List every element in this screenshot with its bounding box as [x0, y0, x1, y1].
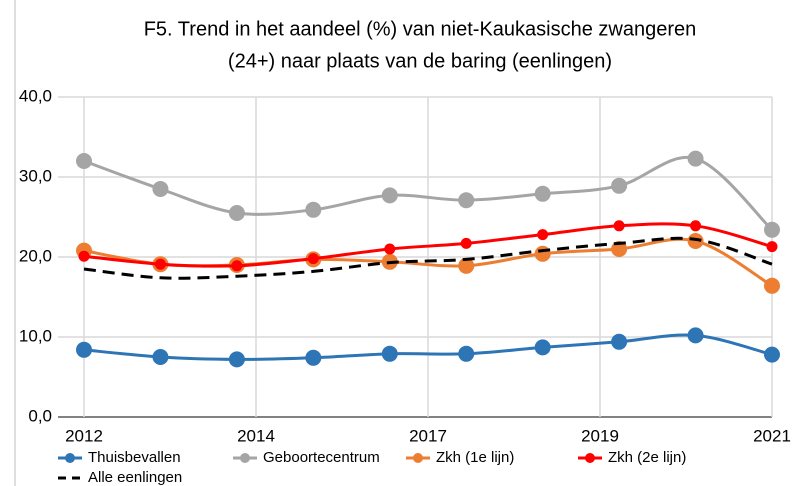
- data-point: [152, 349, 169, 365]
- x-tick-label: 2019: [581, 426, 619, 445]
- legend-label: Thuisbevallen: [88, 449, 181, 466]
- data-point: [384, 243, 396, 255]
- data-point: [305, 201, 322, 218]
- y-tick-label: 10,0: [19, 326, 52, 345]
- data-point: [766, 241, 778, 253]
- x-tick-label: 2021: [753, 426, 791, 445]
- data-point: [690, 220, 702, 232]
- y-tick-label: 40,0: [19, 86, 52, 105]
- data-point: [537, 229, 549, 241]
- data-point: [231, 260, 243, 272]
- data-point: [152, 181, 169, 197]
- data-point: [687, 233, 704, 249]
- x-tick-label: 2014: [237, 426, 275, 445]
- data-point: [764, 346, 780, 363]
- data-point: [458, 345, 475, 362]
- x-tick-label: 2017: [409, 426, 447, 445]
- data-point: [611, 177, 628, 194]
- series-line: [83, 236, 773, 280]
- data-point: [76, 153, 92, 169]
- legend-label: Zkh (2e lijn): [608, 449, 686, 466]
- legend-marker: [413, 453, 423, 463]
- series-line: [83, 222, 773, 268]
- data-point: [78, 250, 90, 262]
- chart-title: F5. Trend in het aandeel (%) van niet-Ka…: [144, 18, 697, 40]
- data-point: [305, 349, 322, 366]
- data-point: [534, 339, 551, 356]
- data-point: [611, 333, 628, 350]
- y-tick-label: 30,0: [19, 166, 52, 185]
- data-point: [687, 150, 704, 167]
- data-point: [381, 187, 398, 204]
- chart-title: (24+) naar plaats van de baring (eenling…: [228, 50, 612, 72]
- data-point: [764, 277, 780, 294]
- x-tick-label: 2012: [65, 426, 103, 445]
- data-point: [228, 351, 245, 368]
- data-point: [534, 245, 551, 262]
- series-line: [83, 333, 773, 361]
- legend-label: Zkh (1e lijn): [436, 449, 514, 466]
- data-point: [76, 341, 92, 358]
- y-tick-label: 0,0: [28, 406, 52, 425]
- data-point: [154, 258, 166, 270]
- y-tick-label: 20,0: [19, 246, 52, 265]
- data-point: [381, 345, 398, 362]
- data-point: [764, 221, 780, 238]
- data-point: [228, 205, 245, 221]
- data-point: [458, 192, 475, 209]
- legend-marker: [585, 453, 595, 463]
- legend-label: Geboortecentrum: [263, 449, 380, 466]
- data-point: [613, 220, 625, 232]
- data-point: [534, 185, 551, 202]
- legend-label: Alle eenlingen: [88, 469, 182, 486]
- data-point: [687, 327, 704, 344]
- series-line: [83, 155, 774, 231]
- legend-marker: [240, 453, 250, 463]
- legend-marker: [65, 453, 75, 463]
- data-point: [307, 253, 319, 265]
- data-point: [460, 237, 472, 249]
- data-point: [458, 257, 475, 274]
